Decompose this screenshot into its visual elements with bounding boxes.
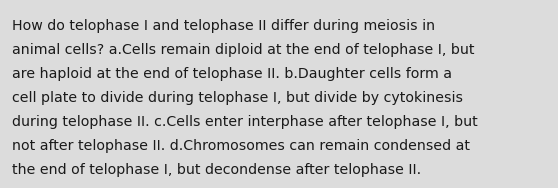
Text: not after telophase II. d.Chromosomes can remain condensed at: not after telophase II. d.Chromosomes ca…: [12, 139, 470, 153]
Text: are haploid at the end of telophase II. b.Daughter cells form a: are haploid at the end of telophase II. …: [12, 67, 453, 81]
Text: animal cells? a.Cells remain diploid at the end of telophase I, but: animal cells? a.Cells remain diploid at …: [12, 43, 475, 57]
Text: during telophase II. c.Cells enter interphase after telophase I, but: during telophase II. c.Cells enter inter…: [12, 115, 478, 129]
Text: How do telophase I and telophase II differ during meiosis in: How do telophase I and telophase II diff…: [12, 19, 435, 33]
Text: the end of telophase I, but decondense after telophase II.: the end of telophase I, but decondense a…: [12, 163, 421, 177]
Text: cell plate to divide during telophase I, but divide by cytokinesis: cell plate to divide during telophase I,…: [12, 91, 463, 105]
